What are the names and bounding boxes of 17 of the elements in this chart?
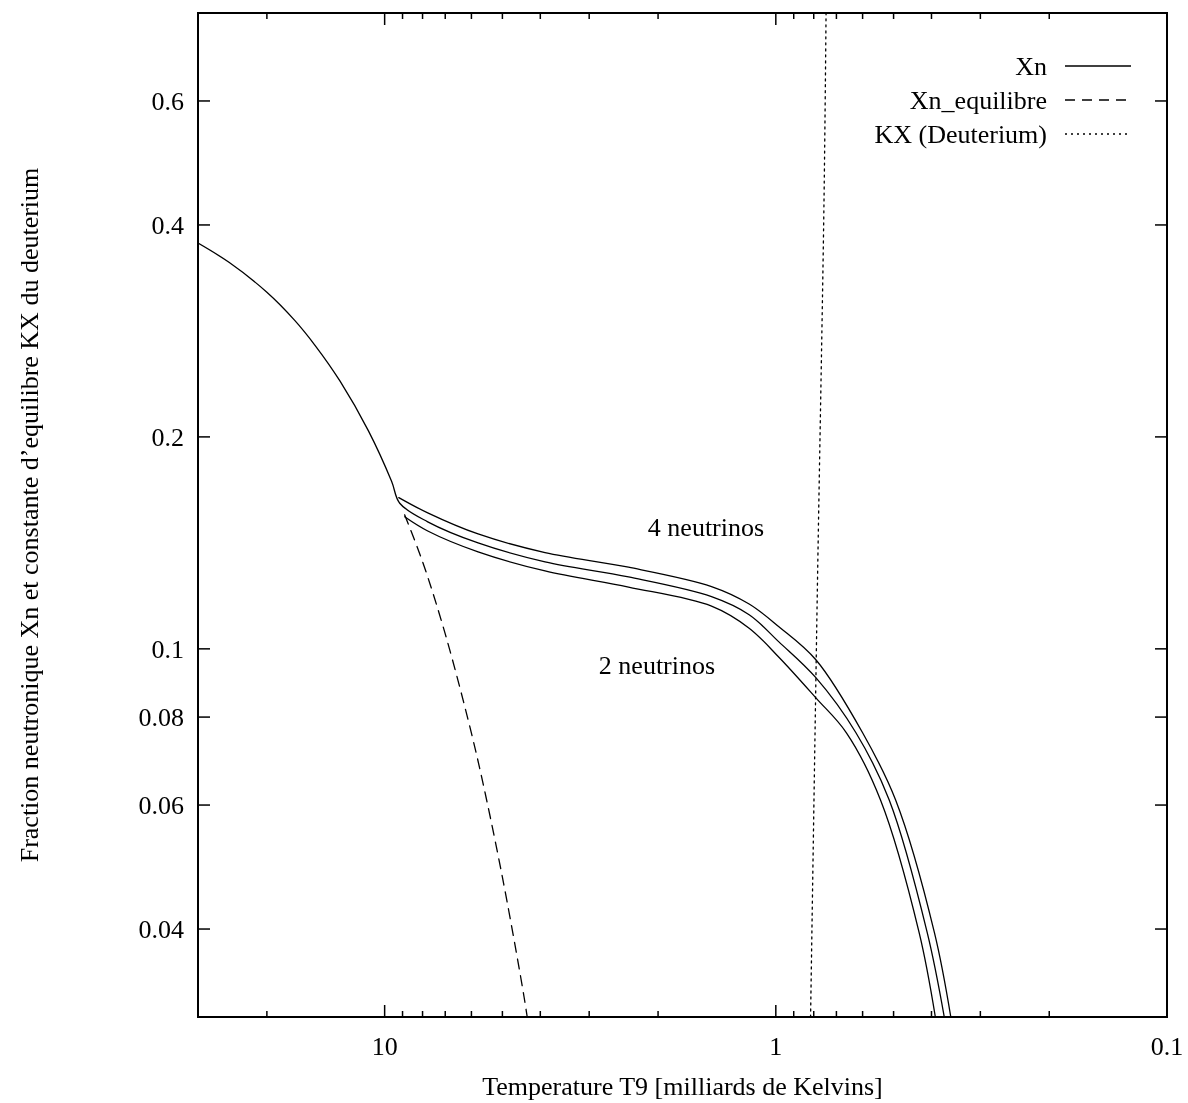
annotation: 2 neutrinos xyxy=(598,651,716,681)
x-tick-label: 0.1 xyxy=(1150,1032,1184,1061)
legend-label: KX (Deuterium) xyxy=(874,120,1047,150)
y-tick-label: 0.6 xyxy=(151,87,184,117)
y-tick-label: 0.04 xyxy=(138,915,184,945)
legend-label: Xn_equilibre xyxy=(909,86,1047,116)
x-axis-title: Temperature T9 [milliards de Kelvins] xyxy=(482,1072,883,1101)
x-tick-label: 1 xyxy=(769,1032,783,1061)
y-tick-label: 0.1 xyxy=(151,634,184,664)
x-tick-label: 10 xyxy=(371,1032,398,1061)
y-tick-label: 0.4 xyxy=(151,211,184,241)
y-axis-title: Fraction neutronique Xn et constante d’equilibre KX du deuterium xyxy=(15,167,44,863)
legend-label: Xn xyxy=(1015,52,1047,82)
y-tick-label: 0.2 xyxy=(151,423,184,452)
y-tick-label: 0.08 xyxy=(138,703,184,733)
annotation: 4 neutrinos xyxy=(647,513,765,543)
y-tick-label: 0.06 xyxy=(138,791,184,821)
